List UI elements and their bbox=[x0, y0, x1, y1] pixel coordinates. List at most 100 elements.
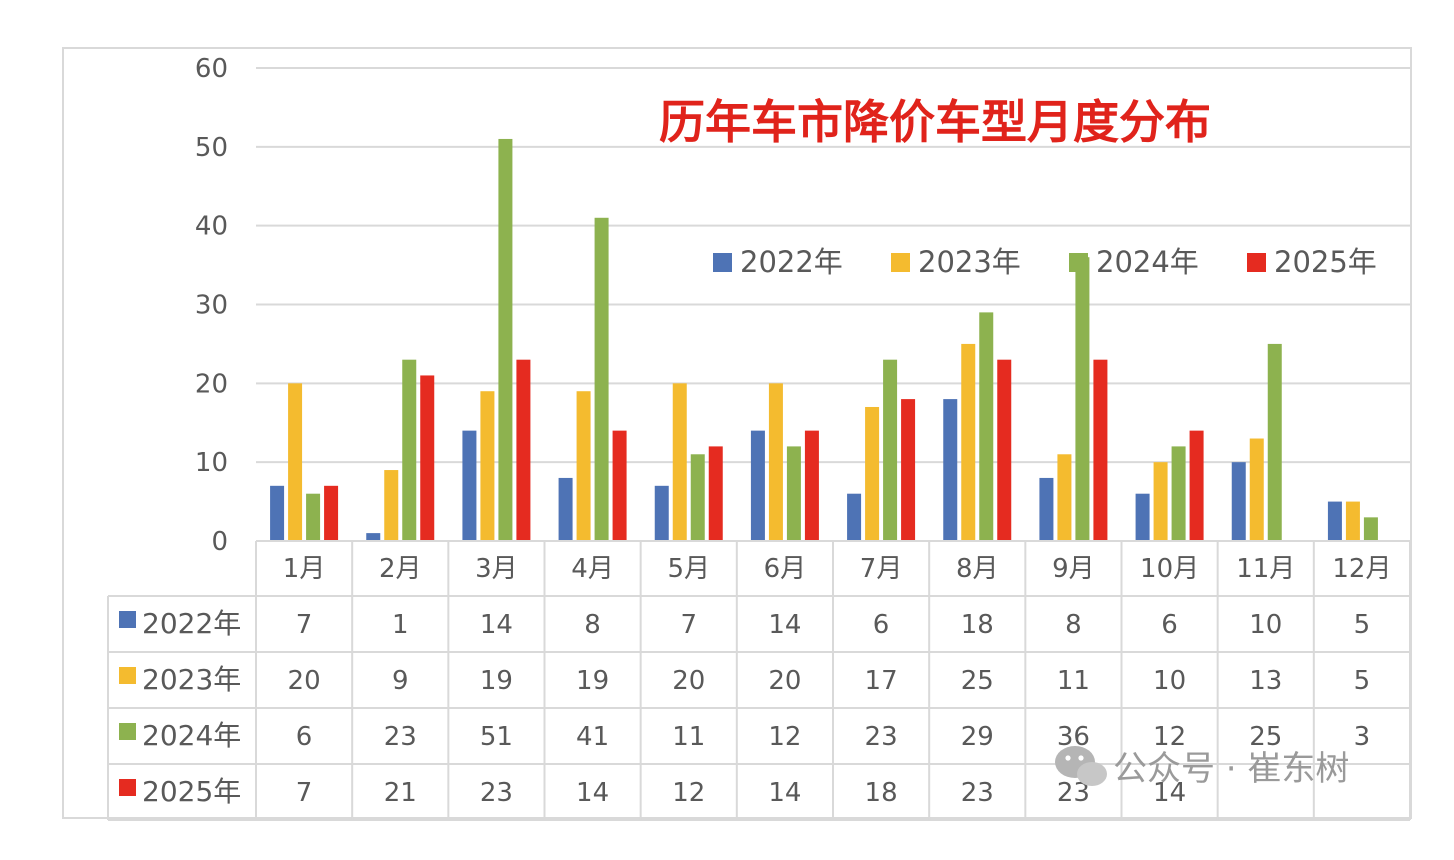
table-cell: 9 bbox=[392, 666, 409, 696]
table-row-label: 2025年 bbox=[142, 775, 241, 808]
bar-2023年-9月 bbox=[1057, 454, 1072, 541]
y-tick-label: 0 bbox=[211, 527, 228, 557]
bar-2024年-5月 bbox=[690, 454, 705, 541]
bar-2024年-2月 bbox=[402, 359, 417, 541]
category-label: 3月 bbox=[475, 554, 518, 584]
table-cell: 14 bbox=[1153, 778, 1186, 808]
table-legend-key bbox=[119, 779, 136, 796]
category-label: 10月 bbox=[1140, 554, 1199, 584]
bar-2025年-1月 bbox=[324, 485, 339, 541]
table-cell: 7 bbox=[296, 778, 313, 808]
bar-2025年-4月 bbox=[612, 430, 627, 541]
table-cell: 41 bbox=[576, 722, 609, 752]
category-label: 6月 bbox=[764, 554, 807, 584]
table-cell: 14 bbox=[576, 778, 609, 808]
bar-2023年-7月 bbox=[865, 406, 880, 541]
table-cell: 14 bbox=[480, 610, 513, 640]
bar-2023年-4月 bbox=[576, 391, 591, 541]
table-cell: 13 bbox=[1249, 666, 1282, 696]
table-cell: 6 bbox=[1161, 610, 1178, 640]
table-cell: 8 bbox=[1065, 610, 1082, 640]
bar-2023年-1月 bbox=[288, 383, 303, 541]
bar-2024年-6月 bbox=[786, 446, 801, 541]
bar-2023年-2月 bbox=[384, 470, 399, 541]
table-row-label: 2023年 bbox=[142, 663, 241, 696]
wechat-icon bbox=[1055, 746, 1107, 786]
category-label: 2月 bbox=[379, 554, 422, 584]
bar-2024年-8月 bbox=[979, 312, 994, 541]
bar-2022年-9月 bbox=[1039, 477, 1054, 541]
table-cell: 14 bbox=[768, 610, 801, 640]
bar-2024年-3月 bbox=[498, 138, 513, 541]
y-tick-label: 10 bbox=[195, 448, 228, 478]
bar-2023年-11月 bbox=[1249, 438, 1264, 541]
table-legend-key bbox=[119, 667, 136, 684]
bar-2024年-1月 bbox=[306, 493, 321, 541]
table-cell: 19 bbox=[480, 666, 513, 696]
table-cell: 6 bbox=[296, 722, 313, 752]
bar-2025年-5月 bbox=[708, 446, 723, 541]
bar-2023年-6月 bbox=[768, 383, 783, 541]
table-cell: 11 bbox=[672, 722, 705, 752]
table-cell: 5 bbox=[1354, 666, 1371, 696]
bar-2023年-3月 bbox=[480, 391, 495, 541]
table-cell: 51 bbox=[480, 722, 513, 752]
legend-label: 2025年 bbox=[1274, 245, 1377, 279]
table-cell: 7 bbox=[296, 610, 313, 640]
bar-2022年-3月 bbox=[462, 430, 477, 541]
table-cell: 17 bbox=[865, 666, 898, 696]
table-cell: 23 bbox=[961, 778, 994, 808]
bar-2025年-3月 bbox=[516, 359, 531, 541]
bar-2024年-9月 bbox=[1075, 257, 1090, 541]
table-legend-key bbox=[119, 723, 136, 740]
table-cell: 20 bbox=[768, 666, 801, 696]
legend-key bbox=[713, 253, 732, 272]
table-cell: 10 bbox=[1249, 610, 1282, 640]
table-cell: 12 bbox=[672, 778, 705, 808]
table-cell: 20 bbox=[288, 666, 321, 696]
table-cell: 14 bbox=[768, 778, 801, 808]
bar-2023年-8月 bbox=[961, 343, 976, 541]
table-cell: 25 bbox=[961, 666, 994, 696]
bar-2023年-12月 bbox=[1345, 501, 1360, 541]
bar-2024年-10月 bbox=[1171, 446, 1186, 541]
category-label: 8月 bbox=[956, 554, 999, 584]
table-cell: 18 bbox=[865, 778, 898, 808]
category-label: 4月 bbox=[571, 554, 614, 584]
bar-2022年-11月 bbox=[1231, 462, 1246, 541]
table-cell: 23 bbox=[384, 722, 417, 752]
bar-2022年-7月 bbox=[847, 493, 862, 541]
bar-2023年-5月 bbox=[672, 383, 687, 541]
watermark: 公众号 · 崔东树 bbox=[1055, 746, 1349, 789]
table-cell: 23 bbox=[480, 778, 513, 808]
category-label: 5月 bbox=[667, 554, 710, 584]
table-cell: 3 bbox=[1354, 722, 1371, 752]
bar-2022年-10月 bbox=[1135, 493, 1150, 541]
watermark-text: 公众号 · 崔东树 bbox=[1113, 749, 1349, 789]
y-tick-label: 30 bbox=[195, 291, 228, 321]
table-cell: 12 bbox=[1153, 722, 1186, 752]
category-label: 9月 bbox=[1052, 554, 1095, 584]
table-cell: 21 bbox=[384, 778, 417, 808]
bar-2023年-10月 bbox=[1153, 462, 1168, 541]
table-cell: 7 bbox=[680, 610, 697, 640]
y-tick-label: 40 bbox=[195, 212, 228, 242]
legend-label: 2024年 bbox=[1096, 245, 1199, 279]
bar-2025年-7月 bbox=[901, 399, 916, 541]
legend-key bbox=[1247, 253, 1266, 272]
bar-2022年-6月 bbox=[750, 430, 765, 541]
legend-key bbox=[891, 253, 910, 272]
bar-2024年-11月 bbox=[1267, 343, 1282, 541]
bar-2022年-5月 bbox=[654, 485, 669, 541]
bar-2022年-2月 bbox=[366, 533, 381, 541]
bar-2025年-2月 bbox=[420, 375, 435, 541]
table-cell: 23 bbox=[865, 722, 898, 752]
table-cell: 11 bbox=[1057, 666, 1090, 696]
y-tick-label: 60 bbox=[195, 54, 228, 84]
table-cell: 5 bbox=[1354, 610, 1371, 640]
table-cell: 20 bbox=[672, 666, 705, 696]
bar-2024年-4月 bbox=[594, 217, 609, 542]
bar-2025年-10月 bbox=[1189, 430, 1204, 541]
category-label: 1月 bbox=[283, 554, 326, 584]
